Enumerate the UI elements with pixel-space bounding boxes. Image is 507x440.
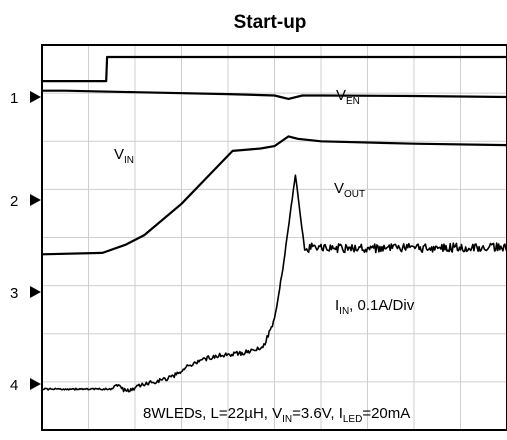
conditions-sub2: LED [343, 414, 362, 425]
channel-number-1: 1 [10, 90, 18, 107]
channel-1-arrow-icon [30, 91, 41, 103]
label-vin-main: V [114, 146, 124, 163]
channel-marker-2: 2 [10, 193, 41, 210]
channel-2-arrow-icon [30, 194, 41, 206]
label-iin: IIN, 0.1A/Div [335, 297, 415, 317]
plot-frame [41, 44, 507, 431]
label-vout: VOUT [334, 180, 365, 200]
label-ven: VEN [336, 87, 360, 107]
channel-number-4: 4 [10, 377, 18, 394]
graticule [42, 45, 507, 430]
label-iin-main: I [335, 297, 339, 314]
label-vout-main: V [334, 180, 344, 197]
conditions-part2: =3.6V, I [292, 405, 343, 422]
conditions-sub1: IN [282, 414, 292, 425]
label-vin: VIN [114, 146, 134, 166]
trace-v-out [41, 135, 507, 256]
label-vin-sub: IN [124, 155, 134, 166]
conditions-part3: =20mA [362, 405, 410, 422]
trace-i-in [41, 174, 507, 393]
channel-marker-3: 3 [10, 285, 41, 302]
chart-title: Start-up [234, 12, 307, 33]
conditions-note: 8WLEDs, L=22µH, VIN=3.6V, ILED=20mA [143, 405, 410, 425]
channel-3-arrow-icon [30, 286, 41, 298]
label-vout-sub: OUT [344, 189, 365, 200]
label-iin-rest: , 0.1A/Div [349, 297, 415, 314]
channel-marker-1: 1 [10, 90, 41, 107]
trace-v-en [42, 55, 507, 83]
channel-marker-4: 4 [10, 377, 41, 394]
waveform-traces [41, 55, 507, 393]
channel-4-arrow-icon [30, 378, 41, 390]
channel-number-2: 2 [10, 193, 18, 210]
label-ven-sub: EN [346, 96, 360, 107]
label-iin-sub: IN [339, 306, 349, 317]
label-ven-main: V [336, 87, 346, 104]
channel-number-3: 3 [10, 285, 18, 302]
conditions-part1: 8WLEDs, L=22µH, V [143, 405, 282, 422]
trace-v-in [42, 89, 507, 100]
